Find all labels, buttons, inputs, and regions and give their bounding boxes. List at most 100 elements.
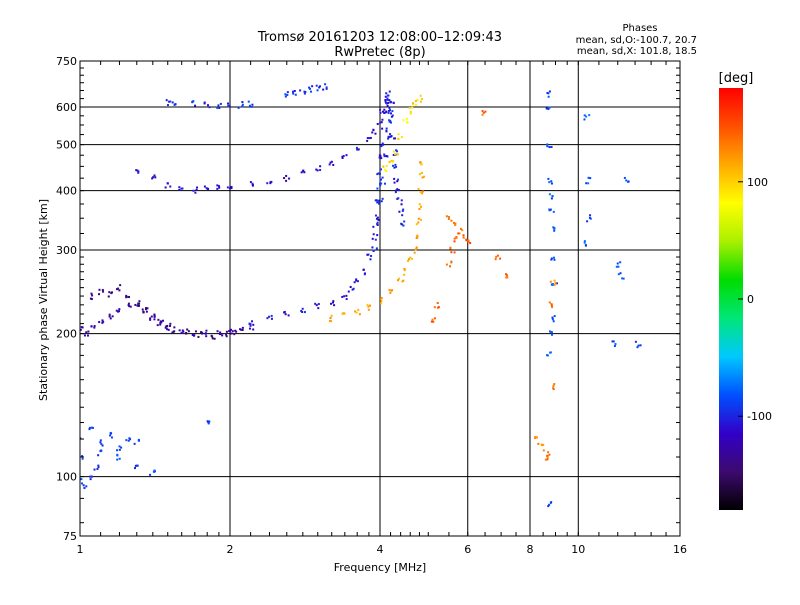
data-point — [150, 315, 153, 318]
data-point — [227, 104, 230, 107]
data-point — [101, 288, 104, 291]
data-point — [356, 148, 359, 151]
data-point — [145, 307, 148, 310]
x-ticks: 1 2 4 6 8 10 16 — [77, 61, 687, 556]
data-point — [164, 186, 167, 189]
data-point — [550, 333, 553, 336]
data-point — [153, 318, 156, 321]
data-point — [216, 184, 219, 187]
data-point — [353, 281, 356, 284]
data-point — [368, 304, 371, 307]
x-tick-label: 10 — [571, 543, 585, 556]
x-tick-label: 1 — [77, 543, 84, 556]
data-point — [553, 258, 556, 261]
data-point — [550, 257, 553, 260]
data-point — [182, 330, 185, 333]
data-point — [153, 315, 156, 318]
data-point — [374, 214, 377, 217]
data-point — [551, 195, 554, 198]
data-point — [623, 176, 626, 179]
data-point — [419, 191, 422, 194]
data-point — [534, 437, 537, 440]
data-point — [303, 171, 306, 174]
data-point — [86, 334, 89, 337]
data-point — [639, 344, 642, 347]
data-point — [227, 102, 230, 105]
data-point — [445, 215, 448, 218]
data-point — [226, 186, 229, 189]
data-point — [136, 169, 139, 172]
data-point — [178, 188, 181, 191]
data-point — [376, 187, 379, 190]
data-point — [583, 241, 586, 244]
data-point — [588, 216, 591, 219]
data-point — [324, 83, 327, 86]
data-point — [248, 104, 251, 107]
data-point — [382, 165, 385, 168]
data-point — [433, 306, 436, 309]
data-point — [421, 171, 424, 174]
data-point — [125, 294, 128, 297]
colorbar-tick-label: -100 — [747, 410, 772, 423]
data-point — [208, 106, 211, 109]
data-point — [138, 302, 141, 305]
data-point — [332, 163, 335, 166]
data-point — [345, 298, 348, 301]
data-point — [416, 234, 419, 237]
data-point — [180, 187, 183, 190]
data-point — [98, 293, 101, 296]
data-point — [380, 297, 383, 300]
data-point — [237, 106, 240, 109]
data-point — [371, 237, 374, 240]
x-tick-label: 4 — [377, 543, 384, 556]
data-point — [88, 428, 91, 431]
data-point — [587, 176, 590, 179]
data-point — [207, 422, 210, 425]
data-point — [385, 102, 388, 105]
data-point — [396, 180, 399, 183]
data-point — [615, 265, 618, 268]
data-point — [319, 165, 322, 168]
data-point — [234, 329, 237, 332]
data-point — [481, 110, 484, 113]
data-point — [371, 131, 374, 134]
data-point — [401, 209, 404, 212]
data-point — [118, 289, 121, 292]
data-point — [194, 191, 197, 194]
data-point — [196, 186, 199, 189]
plot-grid — [80, 61, 680, 536]
data-point — [450, 219, 453, 222]
data-point — [108, 315, 111, 318]
data-point — [115, 309, 118, 312]
data-point — [181, 329, 184, 332]
data-point — [384, 168, 387, 171]
data-point — [219, 331, 222, 334]
data-point — [194, 104, 197, 107]
data-point — [342, 155, 345, 158]
data-point — [169, 324, 172, 327]
x-tick-label: 2 — [227, 543, 234, 556]
data-point — [544, 458, 547, 461]
data-point — [355, 279, 358, 282]
data-point — [319, 169, 322, 172]
data-point — [484, 110, 487, 113]
data-point — [151, 177, 154, 180]
data-point — [414, 103, 417, 106]
data-point — [301, 307, 304, 310]
data-point — [401, 214, 404, 217]
phases-info-o-mode: mean, sd,O:-100.7, 20.7 — [576, 35, 697, 46]
data-point — [583, 118, 586, 121]
data-point — [617, 273, 620, 276]
data-point — [546, 143, 549, 146]
data-point — [93, 326, 96, 329]
data-point — [552, 210, 555, 213]
data-point — [116, 458, 119, 461]
data-point — [548, 90, 551, 93]
data-point — [553, 283, 556, 286]
data-point — [505, 273, 508, 276]
data-point — [393, 177, 396, 180]
data-point — [100, 442, 103, 445]
data-point — [187, 330, 190, 333]
data-point — [283, 311, 286, 314]
data-point — [548, 208, 551, 211]
